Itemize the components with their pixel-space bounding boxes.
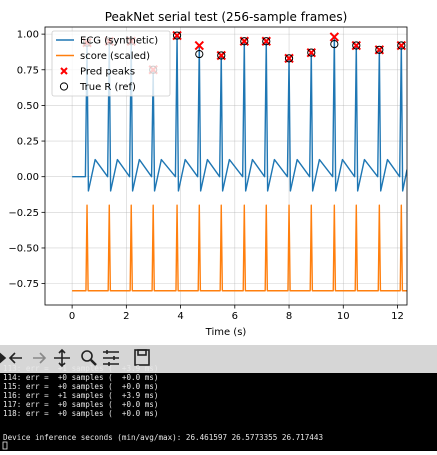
y-tick-label: −0.50 [8,243,39,254]
legend-swatch [59,82,69,91]
chart-title: PeakNet serial test (256-sample frames) [105,10,348,24]
back-button[interactable] [8,352,22,364]
toolbar [0,345,437,373]
x-tick-label: 6 [232,311,238,322]
ref-marker [352,41,361,50]
terminal-line: 116: err = +1 samples ( +3.9 ms) [3,391,158,400]
ref-marker [195,49,204,59]
x-tick-label: 10 [337,311,350,322]
y-tick-label: 0.50 [17,101,39,112]
terminal-line: 113: err = +1 samples ( +3.9 ms) [3,364,158,373]
legend-label: score (scaled) [80,51,150,62]
axes-frame [44,26,408,306]
x-tick-label: 4 [177,311,183,322]
ref-marker [172,31,182,40]
cursor [2,441,8,450]
toolbar-icons [0,348,150,368]
ref-marker [307,48,316,57]
legend-label: Pred peaks [80,67,135,78]
y-tick-label: −0.25 [8,208,39,219]
y-tick-label: 0.75 [17,65,39,76]
terminal-line: Device inference seconds (min/avg/max): … [3,433,323,442]
ref-marker [262,37,271,46]
home-button[interactable] [0,352,7,364]
x-tick-label: 2 [123,311,129,322]
legend-label: True R (ref) [79,82,136,93]
terminal [0,373,437,451]
x-axis-label: Time (s) [205,327,247,338]
legend: ECG (synthetic) score (scaled) Pred peaks T… [51,30,171,97]
legend-label: ECG (synthetic) [80,36,158,47]
x-tick-label: 12 [391,311,404,322]
save-button[interactable] [134,349,150,366]
ref-marker [284,54,294,63]
ref-marker [330,40,339,49]
ref-marker [240,37,249,46]
terminal-line: 118: err = +0 samples ( +0.0 ms) [3,409,158,418]
terminal-line: 117: err = +0 samples ( +0.0 ms) [3,400,158,409]
y-tick-label: −0.75 [8,279,39,290]
legend-box [51,30,171,97]
y-tick-label: 0.00 [17,172,39,183]
forward-button[interactable] [33,352,47,364]
configure-button[interactable] [103,350,119,366]
ref-marker [397,41,406,50]
legend-swatch [60,67,68,75]
ref-marker [217,51,226,60]
peak-marker [329,32,340,42]
pan-button[interactable] [54,348,70,368]
terminal-text: 113: err = +1 samples ( +3.9 ms)114: err… [3,364,323,442]
y-tick-label: 1.00 [17,30,39,41]
terminal-line: 114: err = +0 samples ( +0.0 ms) [3,373,158,382]
data-line [72,204,407,292]
terminal-line: 115: err = +0 samples ( +0.0 ms) [3,382,158,391]
zoom-button[interactable] [81,350,97,366]
ticks: 1.00 0.75 0.50 0.25 0.00 −0.25 −0.50 −0.75 0 2 4 6 8… [8,30,404,322]
x-tick-label: 0 [69,311,75,322]
peak-marker [194,40,204,51]
x-tick-label: 8 [286,311,292,322]
y-tick-label: 0.25 [17,137,39,148]
ref-marker [375,45,384,54]
